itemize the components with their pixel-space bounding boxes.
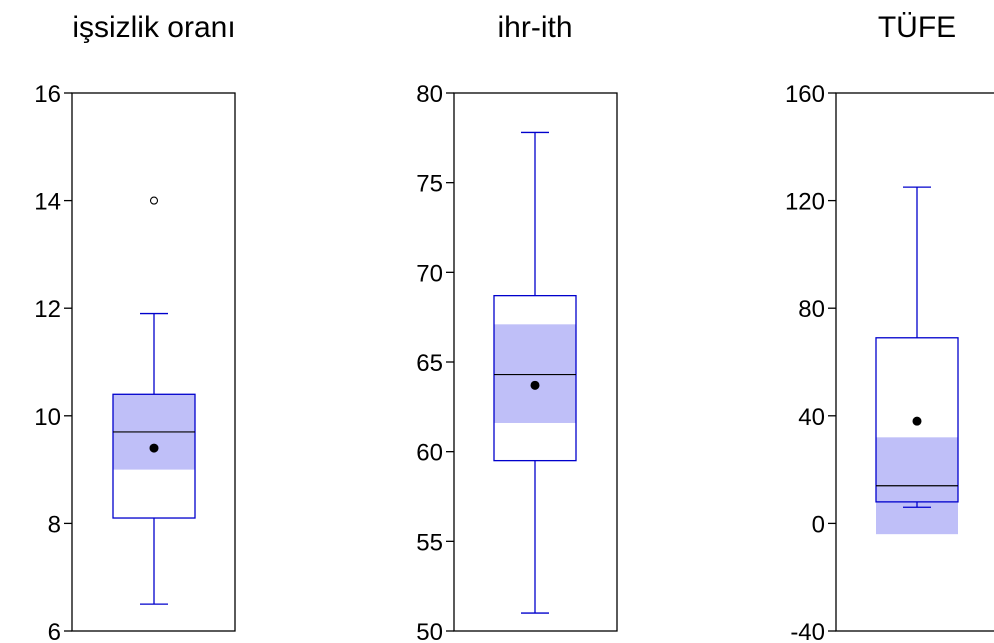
panel-title: ihr-ith <box>497 11 572 44</box>
y-tick-label: 0 <box>812 511 825 538</box>
y-tick-label: 160 <box>785 81 825 108</box>
iqr-box <box>112 393 196 519</box>
mean-point <box>530 380 540 390</box>
y-tick-label: 6 <box>48 619 61 643</box>
y-tick-label: 40 <box>798 404 825 431</box>
y-tick-label: 16 <box>34 81 61 108</box>
ci-band <box>494 324 576 423</box>
y-tick-label: 75 <box>416 171 443 198</box>
y-tick-label: 8 <box>48 511 61 538</box>
panel-title: işsizlik oranı <box>72 11 235 44</box>
panel-ihr-ith: ihr-ith 50 55 60 65 70 75 80 <box>416 11 618 643</box>
panel-issizlik-orani: işsizlik oranı 6 8 10 12 14 16 <box>34 11 235 643</box>
y-tick-label: 60 <box>416 440 443 467</box>
y-tick-label: 10 <box>34 404 61 431</box>
y-tick-label: 65 <box>416 350 443 377</box>
y-tick-label: 80 <box>416 81 443 108</box>
mean-point <box>149 443 159 453</box>
y-tick-label: 120 <box>785 189 825 216</box>
y-tick-label: -40 <box>790 619 825 643</box>
plot-frame <box>71 92 236 632</box>
panel-tufe: TÜFE -40 0 40 80 120 160 <box>785 11 994 643</box>
y-tick-label: 80 <box>798 296 825 323</box>
panel-title: TÜFE <box>878 11 956 44</box>
iqr-box <box>875 337 959 503</box>
mean-point <box>912 416 922 426</box>
y-tick-label: 55 <box>416 529 443 556</box>
y-tick-label: 70 <box>416 260 443 287</box>
y-tick-label: 14 <box>34 189 61 216</box>
outlier-point <box>149 196 159 205</box>
y-tick-label: 12 <box>34 296 61 323</box>
iqr-box <box>493 294 577 462</box>
plot-frame <box>835 92 994 632</box>
y-tick-label: 50 <box>416 619 443 643</box>
